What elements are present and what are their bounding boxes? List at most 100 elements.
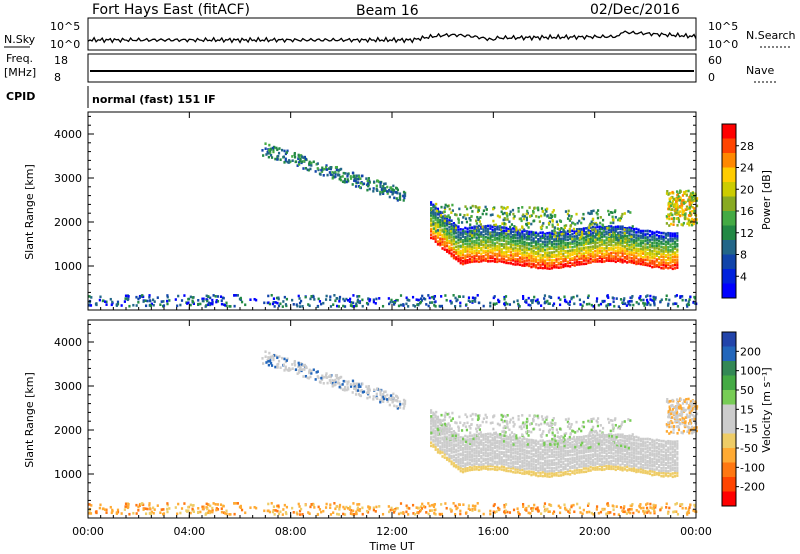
power-cell [559, 266, 563, 269]
velocity-cell [648, 461, 652, 465]
velocity-cell [509, 418, 512, 422]
power-cell [513, 215, 516, 218]
power-cell [466, 230, 469, 233]
power-cell [581, 304, 584, 308]
velocity-cell [482, 463, 485, 466]
power-cell [482, 304, 485, 308]
power-cell [443, 221, 446, 225]
velocity-cell [673, 442, 677, 446]
velocity-cell [660, 458, 663, 461]
power-cell [432, 214, 435, 217]
power-cell [450, 222, 453, 226]
velocity-cell [566, 472, 569, 476]
velocity-cell [607, 448, 611, 451]
velocity-cell [550, 443, 554, 446]
velocity-cell [468, 453, 471, 456]
power-cell [478, 206, 481, 209]
velocity-cell [468, 468, 471, 472]
velocity-cell [487, 441, 490, 444]
power-cell [502, 232, 506, 235]
velocity-cell [621, 455, 624, 459]
velocity-cell [457, 426, 460, 430]
power-cell [355, 181, 358, 185]
power-cell [527, 222, 531, 225]
power-cell [433, 300, 436, 304]
velocity-cell [512, 438, 515, 441]
velocity-cell [553, 447, 556, 451]
power-cell [333, 171, 336, 175]
velocity-cell [612, 467, 615, 471]
velocity-cell [468, 458, 471, 461]
velocity-cell [516, 470, 519, 474]
power-cell [617, 305, 620, 308]
velocity-cell [432, 445, 435, 448]
velocity-cell [500, 465, 503, 468]
power-cell [616, 246, 620, 249]
velocity-cell [632, 443, 636, 447]
power-cell [676, 234, 679, 238]
power-cell [614, 241, 617, 245]
velocity-cell [503, 430, 506, 433]
colorbar-tick-label: 24 [740, 162, 754, 175]
power-cell [530, 233, 533, 236]
velocity-cell [459, 448, 462, 452]
velocity-cell [498, 439, 501, 443]
velocity-cell [628, 448, 631, 451]
power-cell [671, 234, 674, 238]
power-cell [671, 237, 674, 241]
power-cell [443, 248, 446, 251]
velocity-cell [537, 448, 540, 452]
power-cell [512, 227, 515, 230]
velocity-cell [500, 460, 503, 464]
power-cell [467, 299, 470, 302]
power-cell [651, 262, 654, 265]
velocity-cell [614, 449, 617, 453]
power-cell [670, 202, 673, 206]
power-cell [396, 199, 399, 202]
velocity-cell [623, 463, 626, 467]
velocity-cell [555, 466, 558, 469]
power-cell [328, 167, 331, 170]
power-cell [489, 213, 492, 217]
velocity-cell [582, 456, 585, 460]
velocity-cell [436, 448, 440, 451]
power-cell [594, 249, 597, 253]
power-cell [544, 248, 547, 252]
power-cell [532, 258, 535, 261]
velocity-cell [492, 415, 495, 419]
velocity-cell [468, 462, 471, 466]
power-cell [496, 255, 499, 258]
power-cell [532, 298, 535, 302]
velocity-cell [585, 462, 588, 466]
velocity-cell [539, 474, 542, 478]
power-cell [476, 294, 479, 297]
power-cell [632, 246, 636, 250]
power-cell [614, 209, 617, 212]
power-cell [537, 247, 540, 250]
velocity-cell [575, 466, 579, 470]
power-cell [573, 242, 576, 245]
velocity-cell [623, 439, 626, 443]
power-cell [452, 239, 455, 243]
velocity-cell [443, 422, 447, 426]
power-cell [571, 262, 574, 266]
power-cell [527, 226, 530, 229]
velocity-cell [528, 414, 531, 417]
noise-panel-frame [87, 17, 697, 51]
power-cell [457, 241, 460, 245]
velocity-cell [629, 437, 632, 440]
velocity-cell [484, 440, 487, 444]
velocity-cell [501, 415, 504, 418]
velocity-cell [496, 449, 499, 452]
velocity-cell [550, 472, 554, 475]
power-cell [442, 230, 446, 234]
power-cell [514, 257, 517, 261]
power-cell [670, 204, 673, 208]
power-cell [469, 234, 472, 237]
velocity-cell [544, 445, 547, 449]
power-cell [88, 301, 91, 304]
power-cell [616, 218, 620, 222]
power-cell [557, 250, 560, 254]
power-cell [329, 173, 332, 176]
velocity-cell [525, 430, 528, 434]
